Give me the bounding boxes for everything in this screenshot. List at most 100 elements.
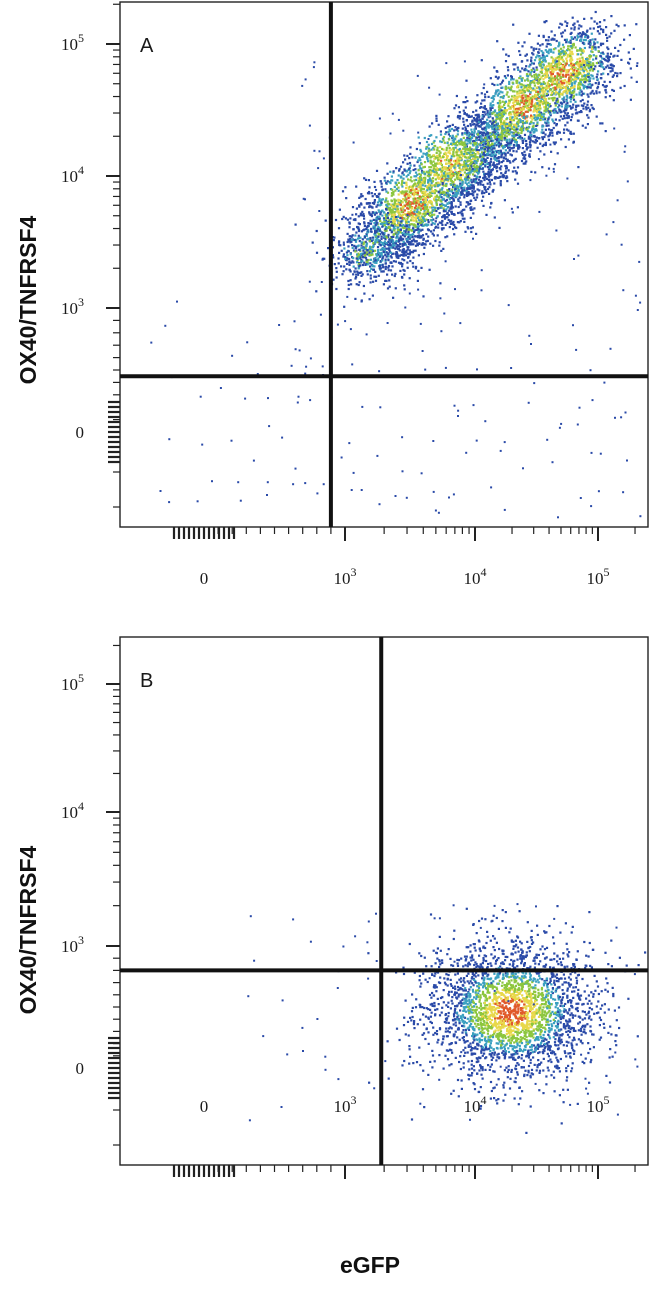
event-dot	[360, 274, 363, 277]
event-dot	[397, 193, 400, 196]
event-dot	[532, 87, 535, 90]
event-dot	[563, 128, 566, 131]
event-dot	[448, 149, 451, 152]
event-dot	[433, 192, 436, 195]
event-dot	[448, 125, 451, 128]
event-dot	[472, 180, 475, 183]
event-dot	[467, 203, 470, 206]
event-dot	[355, 231, 358, 234]
event-dot	[582, 64, 586, 67]
event-dot	[389, 243, 392, 246]
event-dot	[455, 226, 458, 230]
event-dot	[505, 109, 508, 112]
event-dot	[577, 64, 580, 68]
event-dot	[476, 158, 479, 161]
event-dot	[564, 75, 567, 78]
event-dot	[604, 58, 607, 62]
event-dot	[403, 230, 406, 233]
event-dot	[501, 175, 504, 178]
event-dot	[385, 208, 388, 211]
event-dot	[591, 83, 594, 86]
event-dot	[570, 36, 573, 39]
event-dot	[408, 204, 411, 207]
event-dot	[507, 69, 510, 72]
event-dot	[591, 106, 594, 109]
event-dot	[539, 107, 542, 110]
event-dot	[513, 103, 517, 107]
event-dot	[483, 93, 487, 96]
event-dot	[493, 110, 497, 113]
event-dot	[403, 191, 406, 194]
event-dot	[383, 222, 386, 225]
event-dot	[482, 143, 485, 146]
event-dot	[448, 168, 451, 171]
event-dot	[521, 99, 524, 102]
event-dot	[524, 153, 527, 156]
event-dot	[379, 211, 382, 214]
event-dot	[494, 153, 498, 156]
event-dot	[578, 49, 581, 52]
event-dot	[509, 106, 512, 109]
event-dot	[616, 54, 619, 57]
event-dot	[434, 206, 437, 209]
event-dot	[458, 196, 461, 199]
event-dot	[448, 128, 451, 131]
event-dot	[513, 100, 516, 103]
event-dot	[442, 174, 445, 178]
event-dot	[335, 267, 338, 270]
event-dot	[573, 66, 576, 69]
event-dot	[408, 253, 411, 256]
event-dot	[587, 42, 590, 45]
event-dot	[539, 85, 542, 88]
event-dot	[427, 219, 430, 222]
event-dot	[573, 82, 576, 85]
event-dot	[404, 158, 407, 161]
event-dot	[486, 123, 489, 126]
event-dot	[390, 194, 393, 197]
event-dot	[453, 184, 456, 187]
event-dot	[393, 217, 396, 220]
event-dot	[459, 138, 463, 141]
event-dot	[569, 60, 572, 64]
event-dot	[463, 145, 466, 148]
event-dot	[545, 39, 548, 42]
event-dot	[386, 172, 389, 175]
event-dot	[422, 178, 425, 181]
event-dot	[569, 64, 572, 67]
event-dot	[569, 76, 572, 79]
event-dot	[607, 60, 610, 63]
event-dot	[523, 150, 526, 153]
event-dot	[493, 66, 496, 69]
event-dot	[373, 260, 376, 263]
event-dot	[375, 230, 378, 233]
event-dot	[335, 287, 338, 291]
event-dot	[524, 110, 527, 113]
event-dot	[436, 223, 440, 226]
event-dot	[371, 195, 374, 198]
event-dot	[543, 73, 546, 76]
event-dot	[623, 84, 626, 88]
event-dot	[408, 161, 412, 165]
event-dot	[464, 230, 467, 233]
event-dot	[472, 165, 475, 168]
event-dot	[597, 61, 600, 64]
event-dot	[510, 98, 513, 101]
event-dot	[476, 113, 479, 116]
event-dot	[571, 90, 575, 93]
event-dot	[315, 229, 318, 233]
event-dot	[567, 45, 570, 48]
event-dot	[560, 57, 563, 61]
event-dot	[547, 62, 550, 65]
event-dot	[513, 158, 516, 161]
event-dot	[533, 114, 536, 117]
event-dot	[466, 124, 469, 128]
event-dot	[520, 78, 523, 81]
event-dot	[368, 253, 371, 256]
event-dot	[385, 217, 388, 220]
event-dot	[514, 113, 517, 116]
event-dot	[394, 206, 397, 209]
event-dot	[612, 55, 615, 58]
event-dot	[417, 177, 420, 180]
event-dot	[403, 259, 406, 262]
event-dot	[446, 206, 449, 209]
